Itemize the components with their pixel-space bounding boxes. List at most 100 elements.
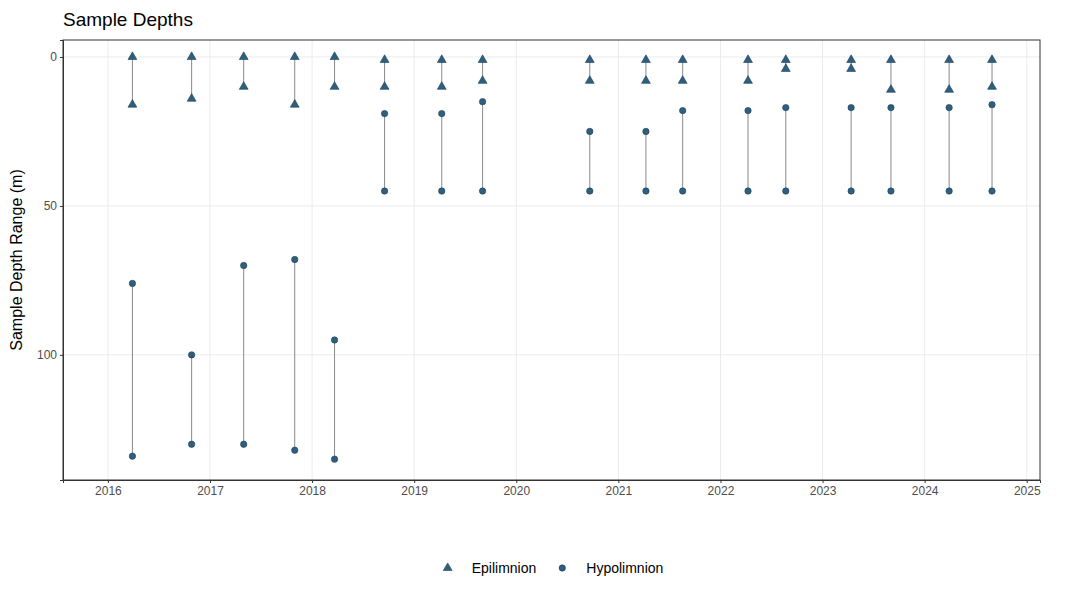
point [380,82,389,90]
point [679,107,685,113]
point [946,188,952,194]
range-segment [191,57,192,99]
point [988,55,997,63]
point [744,76,753,84]
point [848,188,854,194]
legend-label: Epilimnion [472,560,537,576]
tick: 2025 [1014,480,1041,498]
point [437,82,446,90]
range-segment [851,108,852,191]
point [783,104,789,110]
grid-line-y [63,205,1040,206]
plot-background [63,40,1040,480]
point [331,456,337,462]
grid-line-x [1026,40,1027,480]
point [781,64,790,72]
point [239,52,248,60]
range-segment [191,355,192,444]
point [478,76,487,84]
plot-border [63,40,1040,480]
point [585,55,594,63]
point [187,94,196,102]
point [887,55,896,63]
point [642,76,651,84]
x-axis: 2016201720182019202020212022202320242025 [64,480,1041,498]
range-segment [949,108,950,191]
legend: Epilimnion Hypolimnion [443,560,663,576]
legend-symbol [559,565,565,571]
point [847,64,856,72]
point [888,104,894,110]
grid-line-y [63,354,1040,355]
tick-label: 2020 [503,484,530,498]
range-segment [682,111,683,191]
point [989,188,995,194]
point [239,82,248,90]
point [129,453,135,459]
tick: 2024 [912,480,939,498]
point [188,441,194,447]
point [128,52,137,60]
point [381,110,387,116]
point [478,55,487,63]
point [888,188,894,194]
tick-label: 2021 [606,484,633,498]
point [745,188,751,194]
marks [128,52,996,462]
tick: 0 [50,50,63,64]
tick-mark [60,355,63,356]
tick-label: 2025 [1014,484,1041,498]
point [587,188,593,194]
range-segment [334,340,335,459]
point [946,104,952,110]
chart: 2016201720182019202020212022202320242025… [0,0,1080,600]
point [380,55,389,63]
range-segment [294,57,295,105]
point [678,76,687,84]
range-segment [294,260,295,451]
range-segment [384,114,385,191]
point [292,256,298,262]
range-segment [589,131,590,191]
tick-label: 2019 [401,484,428,498]
point [330,52,339,60]
range-segment [243,266,244,445]
point [128,100,137,108]
range-segment [645,131,646,191]
point [643,128,649,134]
tick: 2020 [503,480,530,498]
point [887,85,896,93]
range-segment [482,102,483,191]
point [381,188,387,194]
grid-line-x [312,40,313,480]
grid-line-x [924,40,925,480]
point [848,104,854,110]
legend-item: Epilimnion [443,560,536,576]
point [290,52,299,60]
range-segment [748,111,749,191]
range-segment [441,114,442,191]
point [989,101,995,107]
point [585,76,594,84]
tick: 2019 [401,480,428,498]
legend-symbol [443,563,452,571]
grid-line-y [63,56,1040,57]
point [781,55,790,63]
tick-label: 2023 [810,484,837,498]
point [292,447,298,453]
point [679,188,685,194]
tick-mark [60,57,63,58]
grid-line-x [210,40,211,480]
legend-item: Hypolimnion [559,560,663,576]
point [479,98,485,104]
point [479,188,485,194]
point [847,55,856,63]
y-axis: 050100 [37,41,64,481]
tick-label: 2018 [299,484,326,498]
tick: 2016 [95,480,122,498]
tick-label: 2022 [708,484,735,498]
point [188,352,194,358]
range-segment [785,108,786,191]
axis-line [60,41,64,481]
tick-label: 0 [50,50,57,64]
